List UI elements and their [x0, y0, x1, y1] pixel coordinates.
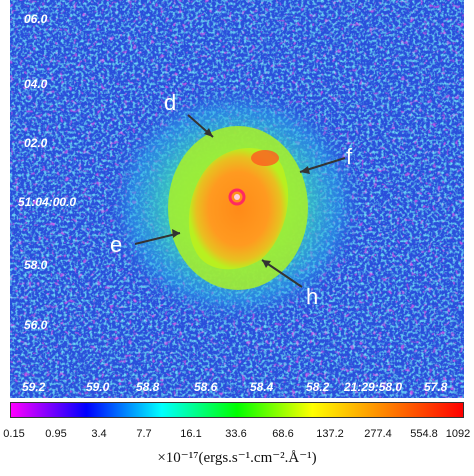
central-star	[228, 188, 246, 206]
nebula-core	[188, 148, 289, 270]
colorbar-unit-label: ×10⁻¹⁷(ergs.s⁻¹.cm⁻².Å⁻¹)	[157, 450, 317, 466]
x-tick-label: 57.8	[424, 380, 448, 394]
y-tick-label: 51:04:00.0	[18, 195, 77, 209]
arrow-h	[261, 259, 303, 288]
y-tick-label: 04.0	[24, 77, 48, 91]
y-tick-label: 58.0	[24, 258, 48, 272]
arrow-e	[134, 232, 181, 245]
colorbar-tick: 0.15	[3, 428, 25, 440]
arrowhead-e	[172, 229, 180, 238]
colorbar-tick: 7.7	[136, 428, 152, 440]
colorbar	[10, 402, 464, 418]
x-tick-label: 58.6	[194, 380, 218, 394]
colorbar-tick: 16.1	[180, 428, 202, 440]
colorbar-tick: 1092	[445, 428, 471, 440]
x-tick-label: 59.2	[22, 380, 46, 394]
x-tick-label: 59.0	[86, 380, 110, 394]
region-label-h: h	[306, 284, 319, 309]
arrowhead-d	[204, 128, 213, 137]
emission-map-svg	[10, 0, 464, 398]
region-label-f: f	[346, 144, 353, 169]
colorbar-tick: 137.2	[316, 428, 344, 440]
colorbar-tick: 33.6	[225, 428, 247, 440]
y-tick-label: 02.0	[24, 136, 48, 150]
arrowhead-f	[300, 166, 310, 174]
x-tick-label: 58.2	[306, 380, 330, 394]
x-tick-label: 58.8	[136, 380, 160, 394]
colorbar-tick: 3.4	[91, 428, 107, 440]
colorbar-tick: 0.95	[45, 428, 67, 440]
colorbar-tick: 277.4	[364, 428, 392, 440]
y-tick-label: 56.0	[24, 318, 48, 332]
bright-knot	[251, 150, 279, 166]
central-star-dot	[234, 194, 240, 200]
x-tick-label: 58.4	[250, 380, 274, 394]
region-label-e: e	[110, 232, 123, 257]
region-label-d: d	[164, 90, 177, 115]
colorbar-tick: 554.8	[410, 428, 438, 440]
colorbar-tick: 68.6	[272, 428, 294, 440]
emission-map	[10, 0, 464, 398]
arrowhead-h	[262, 260, 271, 268]
x-tick-label: 21:29:58.0	[344, 380, 403, 394]
y-tick-label: 06.0	[24, 12, 48, 26]
